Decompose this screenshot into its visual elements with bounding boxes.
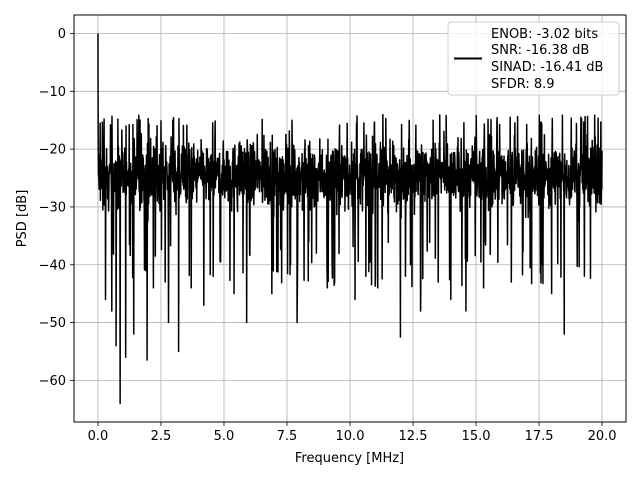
y-tick-label: −20 <box>39 143 66 158</box>
legend-box <box>447 21 620 96</box>
legend-snr: SNR: -16.38 dB <box>491 43 589 58</box>
y-axis-label: PSD [dB] <box>15 190 30 248</box>
x-tick-label: 7.5 <box>277 429 298 444</box>
x-axis-label: Frequency [MHz] <box>295 451 404 466</box>
y-tick-label: −30 <box>39 200 66 215</box>
legend-enob: ENOB: -3.02 bits <box>491 27 598 42</box>
psd-series-line <box>97 33 603 405</box>
y-tick-label: −40 <box>39 258 66 273</box>
x-tick-label: 17.5 <box>525 429 554 444</box>
x-tick-label: 5.0 <box>214 429 235 444</box>
x-tick-label: 15.0 <box>462 429 491 444</box>
legend-sinad: SINAD: -16.41 dB <box>491 60 603 75</box>
y-tick-label: −60 <box>39 374 66 389</box>
x-tick-label: 0.0 <box>88 429 109 444</box>
y-tick-label: 0 <box>58 27 66 42</box>
y-tick-label: −10 <box>39 85 66 100</box>
y-tick-label: −50 <box>39 316 66 331</box>
legend-sfdr: SFDR: 8.9 <box>491 77 555 92</box>
x-tick-label: 10.0 <box>336 429 365 444</box>
x-tick-label: 20.0 <box>588 429 617 444</box>
series-layer <box>97 33 603 405</box>
x-tick-label: 12.5 <box>399 429 428 444</box>
x-tick-label: 2.5 <box>151 429 172 444</box>
ticks: 0.0 2.5 5.0 7.5 10.0 12.5 15.0 17.5 20.0 0 −10 −20 −… <box>39 27 617 444</box>
legend: ENOB: -3.02 bits SNR: -16.38 dB SINAD: -… <box>447 21 620 96</box>
